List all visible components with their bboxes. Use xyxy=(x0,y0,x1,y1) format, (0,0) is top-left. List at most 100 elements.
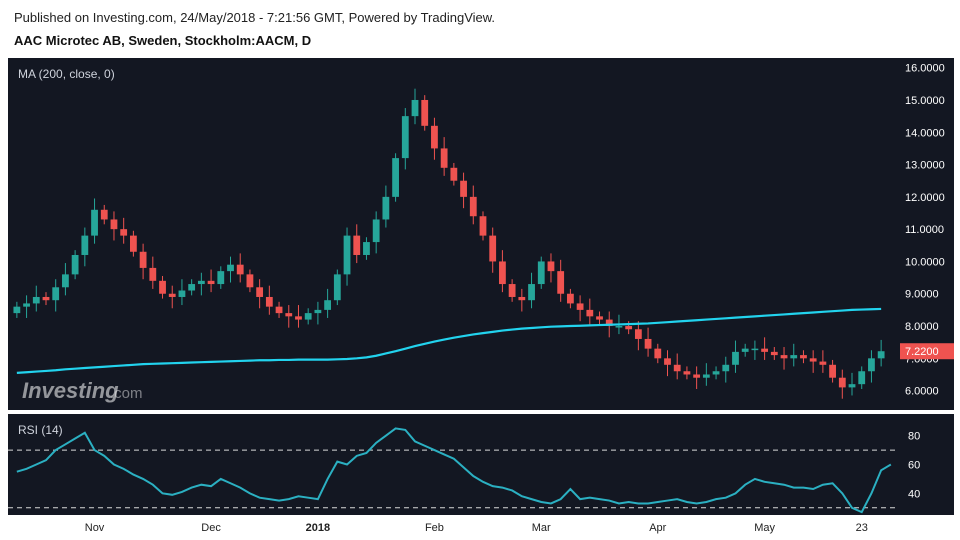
candle-body xyxy=(246,274,254,288)
candle-body xyxy=(770,351,778,356)
candle-body xyxy=(23,303,30,307)
candle-body xyxy=(421,99,429,126)
candle-body xyxy=(596,316,603,320)
candle-body xyxy=(838,377,846,388)
candles-group xyxy=(13,88,885,399)
candle-body xyxy=(654,348,662,359)
candle-body xyxy=(197,280,205,285)
candle-body xyxy=(566,293,574,304)
candle-body xyxy=(265,296,273,307)
candle-body xyxy=(518,296,526,301)
candle-body xyxy=(178,290,186,297)
candle-body xyxy=(800,355,807,359)
candle-body xyxy=(528,284,535,301)
candle-body xyxy=(227,264,234,272)
instrument-title: AAC Microtec AB, Sweden, Stockholm:AACM,… xyxy=(14,33,312,48)
candle-body xyxy=(392,158,399,197)
candle-body xyxy=(100,209,108,220)
candle-body xyxy=(285,313,293,317)
candle-body xyxy=(149,267,157,281)
candle-body xyxy=(741,348,749,352)
candle-body xyxy=(275,306,283,314)
candle-body xyxy=(110,219,118,230)
ma200-line xyxy=(16,307,882,374)
price-tick-label: 16.0000 xyxy=(905,63,945,75)
candle-body xyxy=(440,148,448,168)
candle-body xyxy=(625,326,633,330)
candle-body xyxy=(62,274,69,288)
price-tick-label: 14.0000 xyxy=(905,127,945,139)
candle-body xyxy=(780,355,788,359)
watermark-suffix: .com xyxy=(110,385,143,402)
candle-body xyxy=(91,209,98,236)
last-price-badge xyxy=(900,343,954,360)
candle-body xyxy=(868,358,875,372)
time-tick-label: Mar xyxy=(532,522,551,534)
price-tick-label: 13.0000 xyxy=(905,160,945,172)
candle-body xyxy=(644,338,652,349)
candle-body xyxy=(508,284,516,297)
candle-body xyxy=(712,371,720,375)
candle-body xyxy=(295,316,302,320)
candle-body xyxy=(411,99,419,117)
candle-body xyxy=(450,167,458,181)
ma-indicator-label: MA (200, close, 0) xyxy=(18,67,115,81)
candle-body xyxy=(159,280,166,294)
candle-body xyxy=(333,274,341,301)
watermark-brand: Investing xyxy=(22,378,119,403)
candle-body xyxy=(537,261,545,285)
rsi-tick-label: 40 xyxy=(908,488,920,500)
price-tick-label: 9.0000 xyxy=(905,289,939,301)
candle-body xyxy=(557,271,565,294)
candle-body xyxy=(382,196,390,220)
candle-body xyxy=(401,116,409,159)
candle-body xyxy=(877,351,885,359)
rsi-axis: 80 60 40 xyxy=(908,431,920,501)
candle-body xyxy=(81,235,89,255)
candle-body xyxy=(120,229,128,236)
candle-body xyxy=(732,351,739,365)
candle-body xyxy=(13,306,21,314)
price-tick-label: 12.0000 xyxy=(905,192,945,204)
price-tick-label: 15.0000 xyxy=(905,95,945,107)
rsi-line-group xyxy=(8,427,896,514)
candle-body xyxy=(586,309,594,317)
candle-body xyxy=(256,287,264,297)
time-tick-label: 23 xyxy=(856,522,868,534)
investing-watermark: Investing .com xyxy=(22,378,143,403)
candle-body xyxy=(848,384,856,388)
candle-body xyxy=(314,309,322,314)
candle-body xyxy=(343,235,351,275)
candle-body xyxy=(489,235,497,262)
time-tick-label: Feb xyxy=(425,522,444,534)
time-tick-label: Apr xyxy=(649,522,666,534)
rsi-indicator-label: RSI (14) xyxy=(18,423,63,437)
candle-body xyxy=(71,254,79,275)
candle-body xyxy=(431,125,438,149)
candle-body xyxy=(683,371,691,375)
candle-body xyxy=(858,371,866,385)
candle-body xyxy=(702,374,710,378)
candle-body xyxy=(469,196,477,217)
candle-body xyxy=(188,284,196,291)
time-tick-label: 2018 xyxy=(306,522,330,534)
candle-body xyxy=(324,300,332,310)
candle-body xyxy=(52,287,60,301)
candle-body xyxy=(634,329,642,339)
candle-body xyxy=(129,235,137,252)
candle-body xyxy=(722,364,730,372)
last-price-label: 7.2200 xyxy=(905,346,939,358)
candle-body xyxy=(32,296,40,304)
price-tick-label: 11.0000 xyxy=(905,224,944,236)
rsi-plot-bg xyxy=(8,414,954,515)
candle-body xyxy=(217,271,225,285)
candle-body xyxy=(693,374,701,378)
candle-body xyxy=(353,235,361,255)
candle-body xyxy=(751,348,759,351)
rsi-tick-label: 60 xyxy=(908,460,920,472)
candle-body xyxy=(605,319,613,327)
candle-body xyxy=(460,180,467,197)
price-axis: 16.0000 15.0000 14.0000 13.0000 12.0000 11.00… xyxy=(900,63,954,398)
candle-body xyxy=(576,303,584,310)
candle-body xyxy=(664,358,671,365)
